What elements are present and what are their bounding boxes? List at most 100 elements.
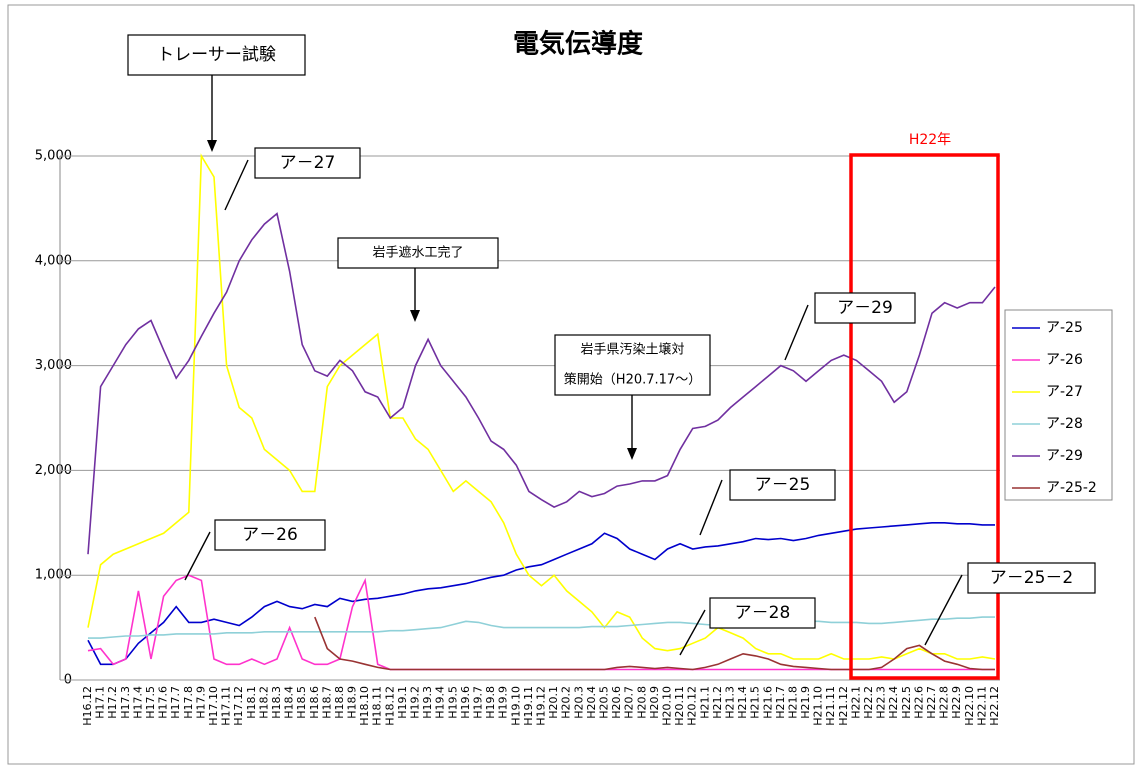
- annotation-box: [127, 34, 306, 76]
- annotation-box: [814, 292, 916, 324]
- x-tick-label: H21.1: [698, 686, 711, 719]
- x-tick-label: H20.7: [623, 686, 636, 719]
- x-tick-label: H18.4: [283, 686, 296, 719]
- x-tick-label: H17.2: [106, 686, 119, 719]
- annotation-box: [214, 519, 326, 551]
- x-tick-label: H22.11: [975, 686, 988, 726]
- annotation-label: ア－25－2: [990, 568, 1073, 588]
- x-tick-label: H18.7: [320, 686, 333, 719]
- annotation-pointer: [699, 479, 723, 536]
- x-tick-label: H22.7: [925, 686, 938, 719]
- x-tick-label: H22.1: [849, 686, 862, 719]
- x-tick-label: H17.5: [144, 686, 157, 719]
- x-tick-label: H21.11: [824, 686, 837, 726]
- legend-label: ア-29: [1046, 448, 1083, 464]
- x-tick-label: H20.5: [597, 686, 610, 719]
- x-tick-label: H18.12: [383, 686, 396, 726]
- x-tick-label: H20.8: [635, 686, 648, 719]
- annotation-box: [254, 147, 361, 179]
- x-tick-label: H21.5: [749, 686, 762, 719]
- x-tick-label: H20.12: [686, 686, 699, 726]
- x-tick-label: H21.10: [812, 686, 825, 726]
- x-tick-label: H18.2: [257, 686, 270, 719]
- x-tick-label: H21.4: [736, 686, 749, 719]
- series-line: [87, 153, 996, 660]
- x-tick-label: H18.6: [308, 686, 321, 719]
- x-tick-label: H19.1: [396, 686, 409, 719]
- x-tick-label: H21.6: [761, 686, 774, 719]
- annotation-arrowhead: [410, 310, 420, 322]
- legend-label: ア-25: [1046, 320, 1083, 336]
- x-tick-label: H22.5: [900, 686, 913, 719]
- x-tick-label: H17.7: [169, 686, 182, 719]
- x-tick-label: H22.10: [963, 686, 976, 726]
- legend-label: ア-25-2: [1046, 480, 1097, 496]
- x-tick-label: H17.4: [131, 686, 144, 719]
- annotation-pointer: [924, 574, 963, 646]
- x-tick-label: H19.7: [472, 686, 485, 719]
- x-tick-label: H20.1: [547, 686, 560, 719]
- y-tick-label: 1,000: [35, 568, 72, 583]
- x-tick-label: H17.3: [119, 686, 132, 719]
- x-tick-label: H17.9: [194, 686, 207, 719]
- x-tick-label: H20.3: [572, 686, 585, 719]
- x-tick-label: H17.11: [220, 686, 233, 726]
- x-tick-label: H16.12: [81, 686, 94, 726]
- x-tick-label: H19.6: [459, 686, 472, 719]
- annotation-arrowhead: [627, 448, 637, 460]
- annotation-label: 岩手県汚染土壌対: [580, 343, 684, 358]
- annotation-label: ア－29: [837, 298, 893, 318]
- x-tick-label: H18.3: [270, 686, 283, 719]
- x-tick-label: H17.10: [207, 686, 220, 726]
- series-line: [88, 616, 995, 639]
- x-tick-label: H21.3: [723, 686, 736, 719]
- chart-title: 電気伝導度: [513, 29, 643, 60]
- x-tick-label: H22.3: [875, 686, 888, 719]
- x-tick-label: H22.4: [887, 686, 900, 719]
- x-tick-label: H22.8: [938, 686, 951, 719]
- x-tick-label: H19.5: [446, 686, 459, 719]
- x-tick-label: H18.11: [371, 686, 384, 726]
- annotation-box: [729, 469, 836, 501]
- x-tick-label: H21.2: [711, 686, 724, 719]
- series-line: [314, 616, 995, 671]
- annotation-label: ア－26: [242, 525, 298, 545]
- x-tick-label: H17.12: [232, 686, 245, 726]
- annotation-pointer: [784, 304, 809, 361]
- x-tick-label: H20.11: [673, 686, 686, 726]
- x-tick-label: H20.10: [660, 686, 673, 726]
- annotation-pointer: [679, 609, 706, 656]
- legend-label: ア-27: [1046, 384, 1083, 400]
- annotation-label: 岩手遮水工完了: [372, 245, 463, 261]
- highlight-box: [849, 153, 1000, 680]
- y-tick-label: 4,000: [35, 253, 72, 268]
- x-tick-label: H22.6: [912, 686, 925, 719]
- x-tick-label: H17.8: [182, 686, 195, 719]
- annotation-label: ア－25: [755, 475, 811, 495]
- annotation-arrowhead: [207, 140, 217, 152]
- x-tick-label: H21.7: [774, 686, 787, 719]
- x-tick-label: H17.1: [94, 686, 107, 719]
- x-tick-label: H22.12: [988, 686, 1001, 726]
- legend-label: ア-26: [1046, 352, 1083, 368]
- x-tick-label: H19.3: [421, 686, 434, 719]
- x-tick-label: H22.2: [862, 686, 875, 719]
- annotation-label: ア－28: [735, 603, 791, 623]
- y-tick-label: 3,000: [35, 358, 72, 373]
- series-line: [87, 522, 995, 666]
- annotation-label: ア－27: [280, 153, 336, 173]
- x-tick-label: H19.12: [535, 686, 548, 726]
- y-tick-label: 2,000: [35, 463, 72, 478]
- x-tick-label: H18.9: [346, 686, 359, 719]
- x-tick-label: H20.4: [585, 686, 598, 719]
- annotation-box: [967, 562, 1096, 594]
- x-tick-label: H18.10: [358, 686, 371, 726]
- x-tick-label: H21.8: [786, 686, 799, 719]
- x-tick-label: H18.8: [333, 686, 346, 719]
- x-tick-label: H20.2: [560, 686, 573, 719]
- x-tick-label: H20.6: [610, 686, 623, 719]
- x-tick-label: H17.6: [157, 686, 170, 719]
- annotation-box: [709, 597, 816, 629]
- x-tick-label: H22.9: [950, 686, 963, 719]
